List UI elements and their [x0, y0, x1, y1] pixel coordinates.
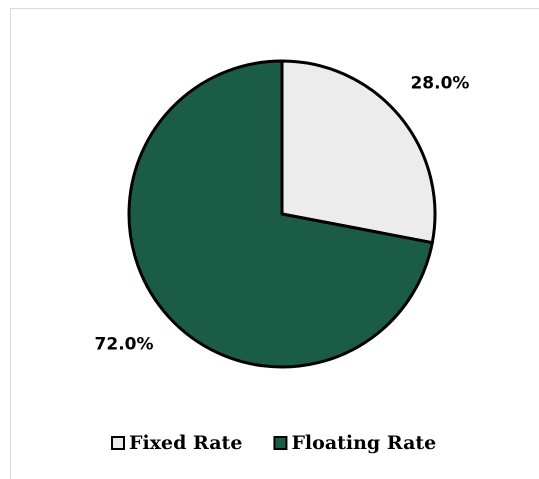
pie-slice [280, 59, 437, 245]
legend-label: Floating Rate [291, 432, 436, 454]
data-label: 28.0% [410, 73, 469, 93]
legend-label: Fixed Rate [129, 432, 242, 454]
legend-swatch [273, 436, 288, 450]
legend-swatch [111, 436, 125, 450]
pie-slice [127, 59, 434, 369]
data-label: 72.0% [95, 335, 154, 355]
